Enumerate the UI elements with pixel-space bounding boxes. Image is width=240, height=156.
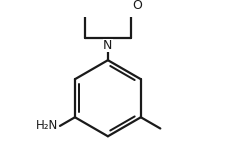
Text: O: O — [133, 0, 143, 12]
Text: H₂N: H₂N — [36, 119, 58, 132]
Text: N: N — [103, 39, 113, 52]
